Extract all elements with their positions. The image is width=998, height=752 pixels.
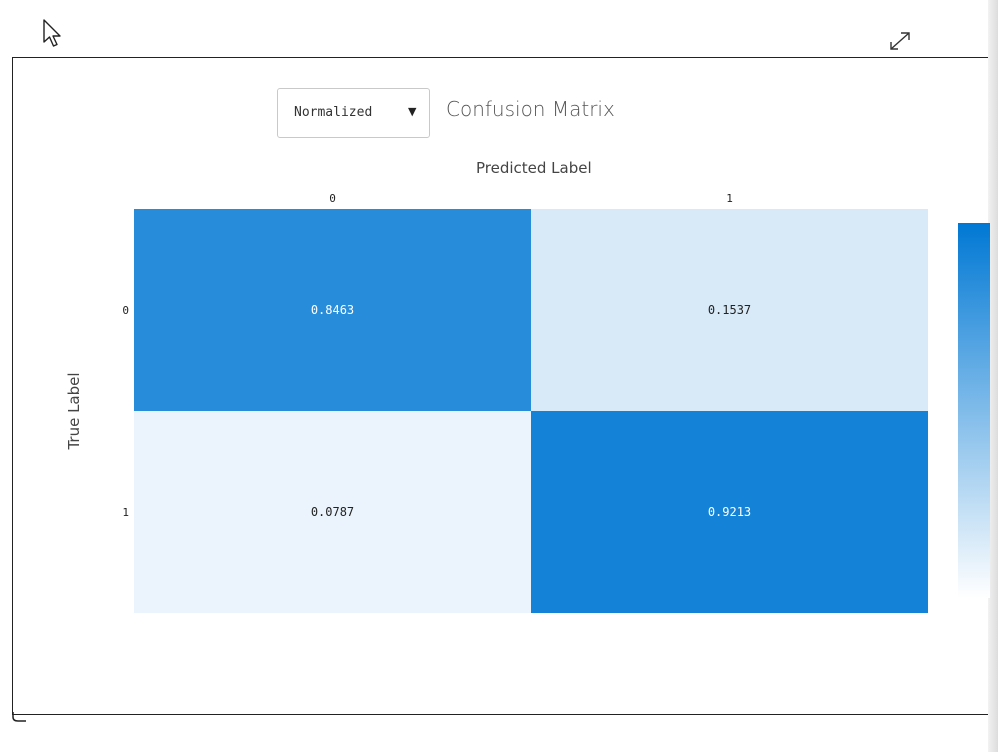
cell-value-label: 0.0787	[311, 505, 354, 519]
heatmap-cell	[134, 209, 531, 411]
chart-panel	[12, 57, 997, 715]
colorbar	[958, 223, 990, 598]
y-tick-label: 1	[122, 506, 129, 519]
mouse-pointer-icon	[43, 19, 61, 47]
expand-icon[interactable]	[886, 28, 914, 54]
x-tick-label: 0	[329, 192, 336, 205]
heatmap-cell	[531, 209, 928, 411]
heatmap-cell	[134, 411, 531, 613]
x-tick-label: 1	[726, 192, 733, 205]
cell-value-label: 0.8463	[311, 303, 354, 317]
cell-value-label: 0.9213	[708, 505, 751, 519]
heatmap-cell	[531, 411, 928, 613]
x-axis-label: Predicted Label	[476, 159, 592, 177]
chart-title: Confusion Matrix	[446, 97, 615, 121]
y-tick-label: 0	[122, 304, 129, 317]
cell-value-label: 0.1537	[708, 303, 751, 317]
normalization-select[interactable]: Normalized ▼	[277, 88, 430, 138]
dropdown-arrow-icon: ▼	[408, 105, 417, 118]
scroll-edge	[988, 0, 998, 752]
panel-corner	[12, 712, 26, 722]
normalization-select-value: Normalized	[294, 105, 373, 120]
